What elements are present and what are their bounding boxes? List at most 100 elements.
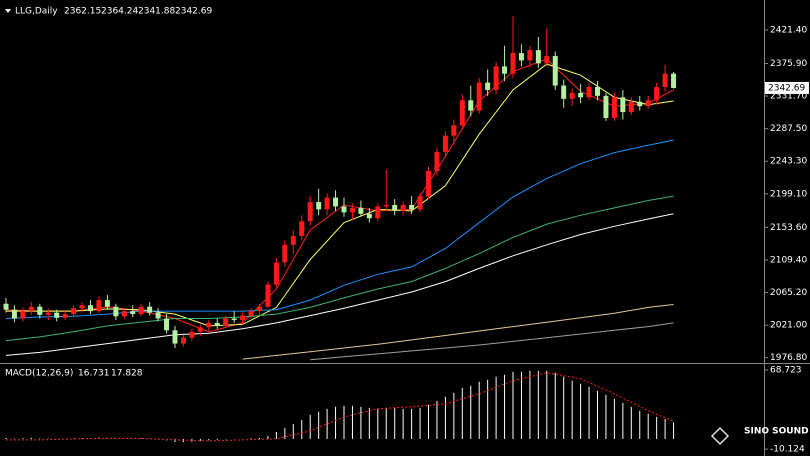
candle-body	[240, 315, 246, 320]
candle-body	[578, 92, 584, 98]
candle-body	[409, 204, 415, 210]
chart-title: LLG,Daily	[15, 7, 58, 17]
candle-body	[290, 235, 296, 245]
moving-average	[242, 304, 674, 360]
candle-body	[654, 86, 660, 101]
candle-body	[400, 204, 406, 211]
candle-body	[113, 306, 119, 317]
candle-body	[544, 56, 550, 64]
candle-body	[620, 97, 626, 113]
y-tick-label: 2421.40	[770, 25, 807, 35]
candle-body	[535, 50, 541, 64]
candle-body	[561, 85, 567, 99]
candle-body	[451, 125, 457, 136]
candle-body	[299, 221, 305, 236]
price-tag-label: 2342.69	[768, 83, 805, 93]
candle-body	[164, 318, 170, 331]
macd-header: MACD(12,26,9) 16.731 17.828	[5, 369, 143, 379]
candle-body	[459, 100, 465, 126]
y-tick-label: 2153.60	[770, 223, 807, 233]
candle-body	[358, 207, 364, 214]
logo-icon	[710, 426, 730, 446]
candle-body	[62, 314, 68, 318]
candle-body	[333, 197, 339, 207]
candle-body	[130, 311, 136, 315]
moving-average	[6, 63, 674, 327]
candle-body	[307, 202, 313, 222]
candle-body	[366, 213, 372, 219]
y-tick-label: 2021.00	[770, 321, 807, 331]
y-tick-label: 2243.30	[770, 157, 807, 167]
open: 2362.15	[64, 7, 101, 17]
candle-body	[45, 312, 51, 315]
moving-average	[5, 139, 674, 319]
candle-body	[611, 97, 617, 118]
candle-body	[257, 306, 262, 312]
high: 2364.24	[101, 7, 138, 17]
signal-line	[6, 372, 674, 442]
y-tick-label: 2375.90	[770, 59, 807, 69]
candle-body	[231, 318, 237, 320]
candle-body	[375, 206, 381, 219]
candle-body	[645, 100, 651, 107]
moving-average	[5, 195, 674, 342]
price-tag	[765, 81, 809, 94]
candle-body	[628, 101, 634, 113]
candle-body	[71, 308, 77, 315]
candle-body	[197, 327, 203, 332]
candle-body	[476, 82, 482, 111]
candle-body	[88, 305, 93, 312]
candle-body	[502, 66, 508, 74]
macd-value: 16.731	[78, 369, 110, 379]
candle-body	[468, 100, 474, 111]
candle-body	[54, 312, 60, 318]
candle-body	[383, 204, 389, 207]
candle-body	[595, 86, 600, 96]
candle-body	[37, 306, 43, 315]
candle-body	[426, 171, 431, 197]
candle-body	[104, 300, 110, 307]
candle-body	[155, 312, 161, 319]
logo: SINO SOUND	[710, 426, 809, 446]
y-tick-label: -10.124	[770, 445, 805, 455]
menu-arrow	[5, 9, 11, 13]
candle-body	[28, 306, 34, 312]
candle-body	[214, 322, 220, 326]
candle-body	[485, 82, 491, 90]
moving-average	[5, 213, 674, 356]
candle-body	[96, 300, 102, 312]
indicator-title: MACD(12,26,9)	[5, 369, 73, 379]
candle-body	[603, 95, 609, 118]
candle-body	[79, 305, 85, 309]
candle-body	[223, 318, 229, 326]
candle-body	[518, 53, 524, 61]
candle-body	[527, 50, 533, 61]
y-tick-label: 2065.20	[770, 288, 807, 298]
candle-body	[442, 135, 448, 152]
candle-body	[316, 202, 322, 210]
y-tick-label: 2331.70	[770, 92, 807, 102]
y-tick-label: 2287.50	[770, 124, 807, 134]
candle-body	[341, 206, 347, 213]
low: 2341.88	[138, 7, 175, 17]
close: 2342.69	[175, 7, 212, 17]
candle-body	[510, 53, 516, 74]
y-tick-label: 1976.80	[770, 353, 807, 363]
moving-average	[310, 322, 674, 361]
watermark: SINO SOUND	[744, 427, 809, 437]
candle-body	[637, 101, 643, 107]
candle-body	[248, 311, 254, 316]
signal-value: 17.828	[111, 369, 143, 379]
candle-body	[349, 207, 355, 213]
candle-body	[265, 284, 271, 307]
candle-body	[569, 92, 575, 99]
candle-body	[493, 66, 499, 90]
candle-body	[172, 330, 178, 344]
candle-body	[662, 73, 668, 87]
candle-body	[121, 311, 127, 317]
candle-body	[392, 204, 398, 211]
candle-body	[147, 306, 153, 313]
candle-body	[180, 337, 186, 344]
